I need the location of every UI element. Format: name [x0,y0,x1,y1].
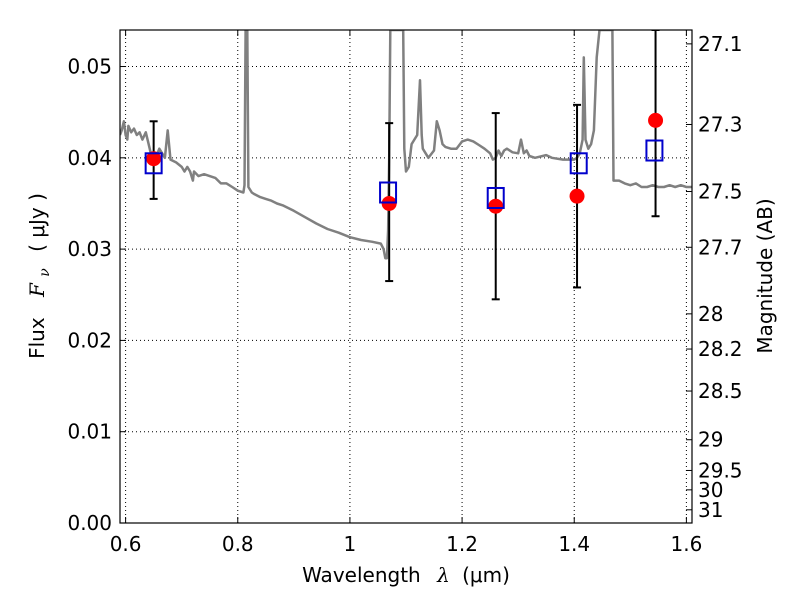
y-tick-label: 0.05 [67,55,112,79]
mag-tick-label: 30 [698,478,723,502]
y-axis-label-subscript: ν [37,268,53,277]
y-tick-label: 0.02 [67,328,112,352]
x-axis-label-symbol: λ [436,563,450,587]
y-tick-label: 0.01 [67,420,112,444]
x-tick-label: 1.2 [446,532,478,556]
plot-background [120,30,692,523]
mag-tick-label: 31 [698,498,723,522]
model-square [379,181,398,204]
model-square [144,152,163,175]
mag-tick-label: 28.2 [698,337,743,361]
observed-points [146,112,664,214]
sed-series [120,30,692,260]
x-tick-label: 0.8 [222,532,254,556]
x-tick-label: 0.6 [110,532,142,556]
mag-tick-label: 27.3 [698,112,743,136]
y-tick-label: 0.04 [67,146,112,170]
y-axis-label-text: Flux [25,317,49,359]
mag-tick-label: 29.5 [698,458,743,482]
observed-point [488,198,504,214]
mag-tick-label: 28.5 [698,379,743,403]
mag-tick-label: 29 [698,428,723,452]
y-axis-label-symbol: F [25,282,49,298]
x-tick-label: 1.4 [558,532,590,556]
sed-line [120,30,692,260]
model-square [569,152,588,175]
y-tick-label: 0.00 [67,511,112,535]
x-axis-label-unit: (μm) [462,563,510,587]
x-axis-label-text: Wavelength [302,563,421,587]
x-tick-label: 1.6 [670,532,702,556]
mag-tick-label: 27.7 [698,235,743,259]
x-tick-label: 1 [344,532,357,556]
mag-tick-label: 27.1 [698,32,743,56]
plot-area [120,30,692,301]
model-square [645,139,664,162]
model-squares [144,139,664,209]
y-tick-label: 0.03 [67,237,112,261]
observed-point [648,112,664,128]
mag-tick-label: 27.5 [698,180,743,204]
plot-frame [119,29,693,524]
model-square [486,186,505,209]
y2-axis-label: Magnitude (AB) [753,198,777,353]
observed-point [569,188,585,204]
mag-tick-label: 28 [698,302,723,326]
axis-ticks: 0.6 0.8 1 1.2 1.4 1.6 0.00 0.01 0.02 0.03 0.04 0.05… [67,30,743,556]
observed-point [146,151,162,167]
y-axis-label-unit: ( μJy ) [25,193,49,252]
x-axis-label: Wavelength λ (μm) [302,563,510,587]
y-axis-label: Flux F ν ( μJy ) [25,193,54,359]
